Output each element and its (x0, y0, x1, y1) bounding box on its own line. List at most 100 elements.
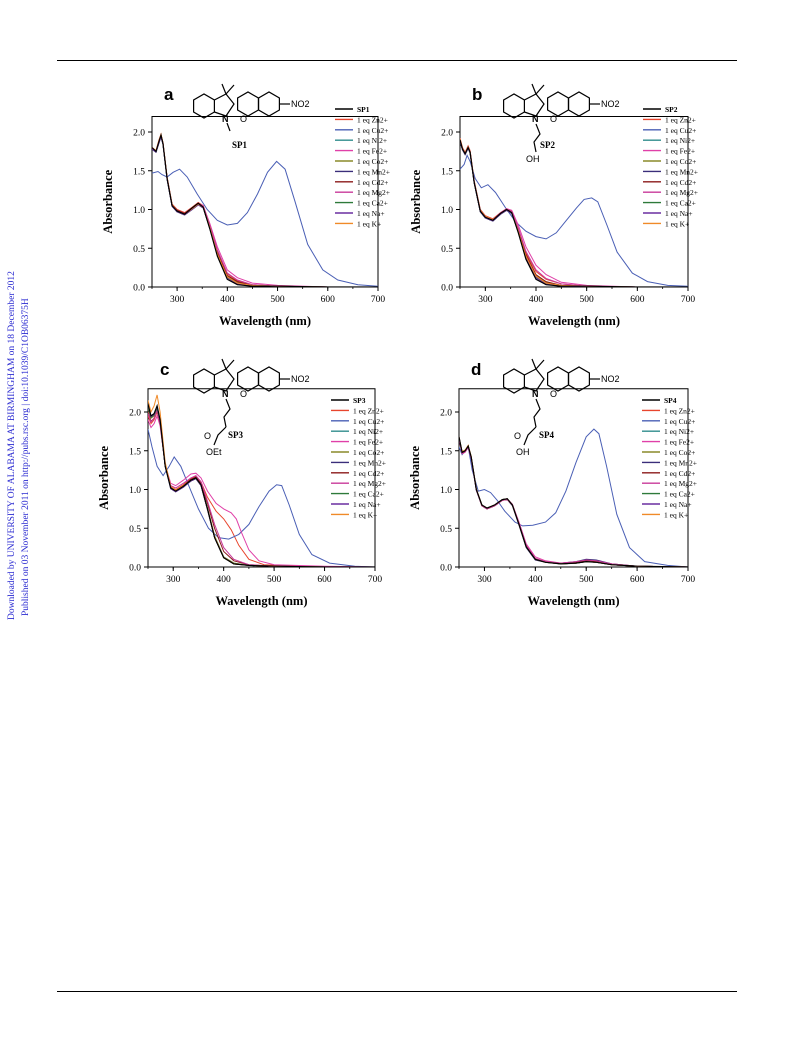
legend-entry: 1 eq Mg2+ (664, 479, 697, 488)
legend-entry: 1 eq Cu2+ (357, 126, 388, 135)
compound-label: SP4 (539, 430, 555, 440)
plot-frame (151, 116, 379, 288)
x-tick-label: 700 (368, 575, 383, 585)
compound-label: SP2 (540, 140, 556, 150)
y-tick-label: 0.5 (441, 245, 453, 255)
legend-entry: 1 eq K+ (664, 510, 688, 519)
legend-entry: 1 eq Ca2+ (665, 199, 696, 208)
x-tick-label: 300 (170, 295, 185, 305)
legend-entry: SP3 (353, 396, 366, 405)
legend-entry: 1 eq Cd2+ (664, 469, 695, 478)
x-tick-label: 300 (478, 295, 493, 305)
x-tick-label: 600 (630, 295, 645, 305)
y-tick-label: 1.5 (129, 447, 141, 457)
carbonyl-oxygen-label: O (514, 431, 521, 441)
nitrogen-label: N (222, 389, 229, 399)
nitro-group-label: NO2 (601, 374, 620, 384)
molecule-structure: NO2 N O (193, 83, 310, 132)
x-tick-label: 700 (371, 295, 386, 305)
legend-entry: 1 eq K+ (353, 510, 377, 519)
series-line-free (148, 403, 375, 567)
y-tick-label: 1.5 (441, 167, 453, 177)
top-rule (57, 60, 737, 61)
y-axis-label: Absorbance (408, 445, 422, 509)
legend-entry: 1 eq Ni2+ (357, 136, 387, 145)
nitro-group-label: NO2 (291, 99, 310, 109)
legend-entry: 1 eq Na+ (665, 209, 693, 218)
carbonyl-oxygen-label: O (204, 431, 211, 441)
x-tick-label: 400 (529, 295, 544, 305)
molecule-structure: NO2 N O OH (503, 83, 620, 164)
series-line-cu (148, 428, 375, 567)
series-line-mg (148, 408, 375, 567)
molecule-structure: NO2 N O O OH (503, 358, 620, 457)
y-tick-label: 0.5 (440, 525, 452, 535)
series-line-zn (148, 410, 375, 567)
oxygen-label: O (550, 114, 557, 124)
series-line-ni (460, 141, 688, 287)
legend-entry: 1 eq Zn2+ (664, 406, 695, 415)
legend-entry: 1 eq Ca2+ (664, 490, 695, 499)
legend-entry: 1 eq Ni2+ (665, 136, 695, 145)
y-tick-label: 0.0 (129, 564, 141, 574)
x-tick-label: 600 (317, 575, 332, 585)
x-tick-label: 300 (166, 575, 181, 585)
y-tick-label: 2.0 (440, 409, 452, 419)
y-axis-label: Absorbance (101, 169, 115, 233)
plot-frame (459, 116, 689, 288)
legend-entry: 1 eq Co2+ (357, 157, 388, 166)
nitro-group-label: NO2 (601, 99, 620, 109)
panel-c: c NO2 N O O OEt SP3 300 400 500 600 700 0.0 0.5 1.0 1.5… (97, 358, 386, 608)
y-tick-label: 2.0 (441, 129, 453, 139)
legend-entry: 1 eq Na+ (357, 209, 385, 218)
panel-letter: a (164, 85, 174, 104)
series-line-fe (148, 414, 375, 567)
series-line-ca (459, 437, 688, 567)
series-line-zn (459, 438, 688, 567)
series-line-k (152, 132, 378, 287)
series-line-mn (459, 438, 688, 567)
series-line-mn (460, 141, 688, 287)
legend-entry: 1 eq Na+ (664, 500, 692, 509)
legend-entry: SP2 (665, 105, 678, 114)
legend-entry: 1 eq Mg2+ (357, 188, 390, 197)
x-axis-label: Wavelength (nm) (219, 314, 311, 328)
legend-entry: 1 eq Cd2+ (357, 178, 388, 187)
y-tick-label: 1.5 (133, 167, 145, 177)
oxygen-label: O (240, 114, 247, 124)
series-line-ni (459, 437, 688, 567)
x-axis-label: Wavelength (nm) (528, 314, 620, 328)
substituent-label: OH (526, 154, 540, 164)
series-line-fe (459, 438, 688, 567)
legend-entry: SP4 (664, 396, 677, 405)
x-tick-label: 700 (681, 575, 696, 585)
panel-letter: c (160, 360, 169, 379)
legend-entry: 1 eq Cd2+ (665, 178, 696, 187)
oxygen-label: O (550, 389, 557, 399)
series-line-ca (460, 141, 688, 287)
x-tick-label: 500 (270, 295, 285, 305)
legend-entry: 1 eq Ca2+ (353, 490, 384, 499)
compound-label: SP1 (232, 140, 248, 150)
x-tick-label: 300 (477, 575, 492, 585)
series-line-co (460, 140, 688, 287)
plot-frame (458, 388, 689, 568)
nitrogen-label: N (222, 114, 229, 124)
legend-entry: 1 eq Mg2+ (665, 188, 698, 197)
legend-entry: 1 eq Fe2+ (664, 438, 694, 447)
x-axis-label: Wavelength (nm) (215, 594, 307, 608)
y-tick-label: 0.5 (133, 245, 145, 255)
x-tick-label: 500 (580, 295, 595, 305)
legend-entry: 1 eq Fe2+ (665, 147, 695, 156)
oxygen-label: O (240, 389, 247, 399)
y-tick-label: 0.0 (133, 284, 145, 294)
legend-entry: 1 eq K+ (357, 219, 381, 228)
legend-entry: 1 eq Mn2+ (665, 167, 698, 176)
x-tick-label: 400 (217, 575, 232, 585)
legend-entry: 1 eq Fe2+ (357, 147, 387, 156)
sidebar-published-line: Published on 03 November 2011 on http://… (21, 298, 31, 616)
molecule-structure: NO2 N O O OEt (193, 358, 310, 457)
y-axis-label: Absorbance (97, 445, 111, 509)
legend-entry: 1 eq Fe2+ (353, 438, 383, 447)
legend-entry: 1 eq Ni2+ (353, 427, 383, 436)
